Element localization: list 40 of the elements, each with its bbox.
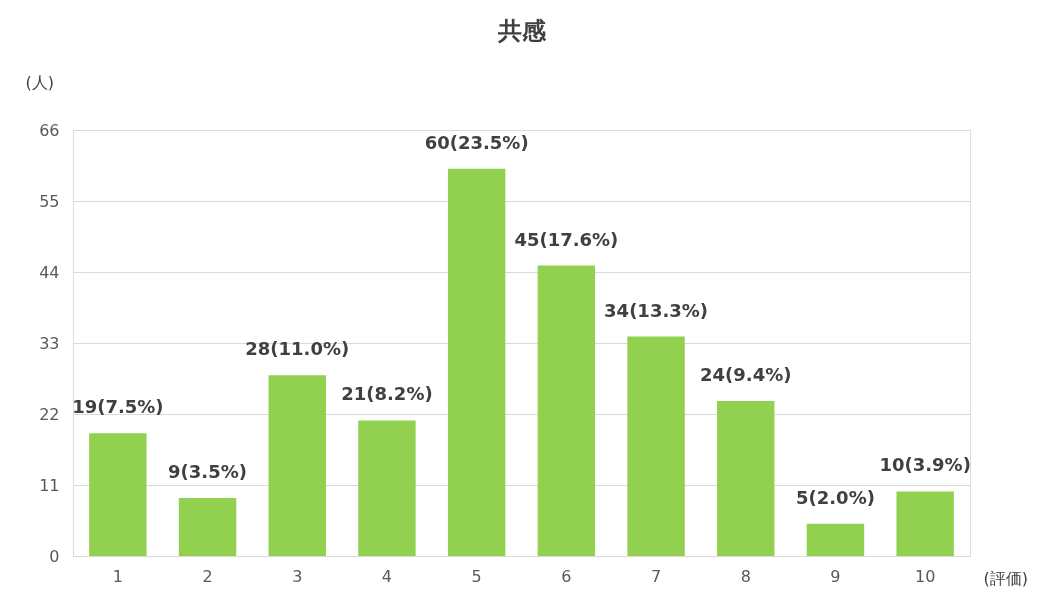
- y-tick-label: 22: [39, 404, 60, 424]
- data-label: 24(9.4%): [700, 364, 792, 386]
- data-label: 5(2.0%): [796, 486, 875, 508]
- bar: [806, 523, 865, 556]
- x-tick-label: 8: [740, 566, 751, 586]
- y-tick-label: 33: [39, 333, 60, 353]
- y-tick-label: 0: [49, 546, 60, 566]
- y-tick-label: 11: [39, 475, 60, 495]
- x-tick-label: 10: [914, 566, 936, 586]
- bar: [178, 497, 237, 556]
- y-axis-title: (人): [25, 72, 54, 92]
- data-label: 34(13.3%): [604, 299, 709, 321]
- x-tick-label: 3: [292, 566, 303, 586]
- x-tick-label: 6: [561, 566, 572, 586]
- bar: [447, 168, 506, 556]
- data-label: 19(7.5%): [72, 396, 164, 418]
- bar: [268, 375, 326, 556]
- x-tick-label: 4: [381, 566, 393, 586]
- bar: [717, 401, 775, 556]
- bar: [89, 433, 147, 556]
- x-tick-label: 7: [650, 566, 662, 586]
- data-label: 21(8.2%): [341, 383, 433, 405]
- chart-title: 共感: [496, 17, 547, 45]
- bar: [896, 491, 954, 556]
- data-label: 60(23.5%): [424, 131, 529, 153]
- data-label: 9(3.5%): [168, 460, 247, 482]
- bar: [627, 336, 685, 556]
- x-tick-label: 9: [830, 566, 841, 586]
- data-label: 45(17.6%): [514, 228, 619, 250]
- x-tick-label: 5: [471, 566, 482, 586]
- data-label: 28(11.0%): [245, 338, 350, 360]
- y-tick-label: 66: [39, 120, 60, 140]
- x-tick-label: 2: [202, 566, 213, 586]
- x-axis-title: (評価): [983, 568, 1028, 588]
- x-tick-label: 1: [112, 566, 123, 586]
- y-tick-label: 55: [39, 191, 60, 211]
- data-label: 10(3.9%): [879, 454, 971, 476]
- bar: [537, 265, 596, 556]
- bar: [358, 420, 416, 556]
- y-tick-label: 44: [39, 262, 60, 282]
